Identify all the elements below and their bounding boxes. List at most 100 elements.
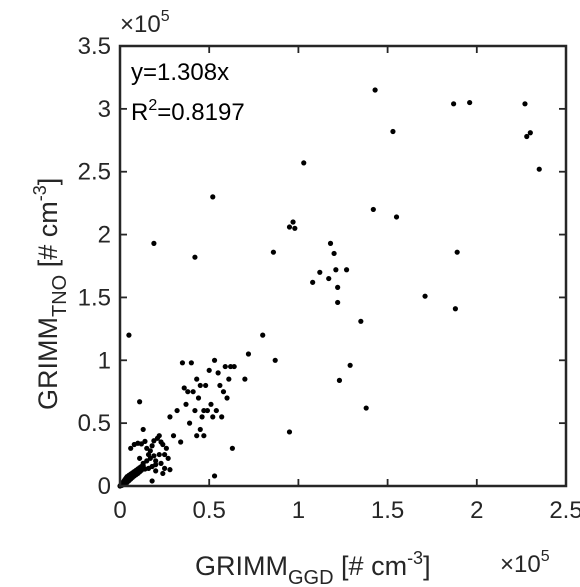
data-point-122 xyxy=(331,250,337,257)
data-point-141 xyxy=(524,133,530,140)
data-point-96 xyxy=(219,414,225,420)
data-point-78 xyxy=(186,420,193,426)
data-point-69 xyxy=(210,194,216,200)
data-point-143 xyxy=(536,166,542,172)
data-point-94 xyxy=(215,370,221,376)
data-point-104 xyxy=(197,382,203,389)
data-point-99 xyxy=(224,395,230,401)
data-point-59 xyxy=(162,465,168,471)
data-point-83 xyxy=(195,395,202,401)
data-point-88 xyxy=(204,407,211,414)
data-point-74 xyxy=(179,360,186,366)
data-point-73 xyxy=(178,439,184,445)
data-point-113 xyxy=(286,429,293,435)
data-point-48 xyxy=(162,451,168,458)
data-point-57 xyxy=(151,453,157,459)
data-point-76 xyxy=(183,401,189,407)
data-point-64 xyxy=(160,470,166,477)
data-point-58 xyxy=(158,460,164,466)
data-point-115 xyxy=(286,224,293,230)
data-point-130 xyxy=(363,405,369,411)
data-point-123 xyxy=(333,267,339,273)
y-axis-label: GRIMMTNO [# cm-3] xyxy=(30,178,71,410)
data-point-38 xyxy=(142,438,148,444)
data-point-79 xyxy=(188,360,194,366)
data-point-132 xyxy=(372,87,378,93)
data-point-86 xyxy=(201,407,207,414)
data-point-109 xyxy=(245,351,252,357)
x-tick-label: 1 xyxy=(292,497,305,524)
data-point-91 xyxy=(210,414,216,420)
x-axis-label: GRIMMGGD [# cm-3] xyxy=(195,548,431,587)
data-point-61 xyxy=(137,399,143,405)
data-point-119 xyxy=(317,269,323,275)
data-point-92 xyxy=(211,357,218,363)
x-tick-label: 2 xyxy=(470,497,483,524)
y-tick-label: 2 xyxy=(98,222,111,249)
x-axis-multiplier: ×105 xyxy=(500,548,550,578)
y-tick-label: 3 xyxy=(98,96,111,123)
y-tick-label: 3.5 xyxy=(78,33,111,60)
y-tick-label: 0.5 xyxy=(78,410,111,437)
data-point-34 xyxy=(128,445,134,451)
plot-frame xyxy=(118,44,568,488)
data-point-70 xyxy=(167,414,173,420)
data-point-98 xyxy=(222,363,228,370)
data-point-136 xyxy=(451,101,457,107)
data-point-106 xyxy=(194,433,200,439)
data-point-102 xyxy=(229,445,235,451)
data-point-33 xyxy=(153,462,159,468)
fit-equation: y=1.308x xyxy=(131,59,229,86)
data-point-138 xyxy=(454,249,460,255)
y-axis-ticks: 0 0.5 1 1.5 2 2.5 3 3.5 xyxy=(78,33,566,500)
x-tick-label: 1.5 xyxy=(371,497,404,524)
data-point-54 xyxy=(153,458,159,464)
x-axis-ticks: 0 0.5 1 1.5 2 2.5 xyxy=(113,46,580,524)
data-point-111 xyxy=(272,357,278,363)
data-point-41 xyxy=(149,443,155,449)
data-point-44 xyxy=(156,433,162,439)
data-point-117 xyxy=(301,160,307,166)
data-point-72 xyxy=(174,407,180,414)
data-point-107 xyxy=(211,473,218,479)
data-point-68 xyxy=(192,254,198,260)
data-point-142 xyxy=(527,130,533,136)
data-point-95 xyxy=(217,382,223,389)
data-point-90 xyxy=(208,401,214,407)
y-tick-label: 1 xyxy=(98,347,111,374)
data-point-81 xyxy=(192,407,198,414)
data-point-100 xyxy=(226,376,232,382)
data-point-85 xyxy=(199,414,205,420)
data-point-66 xyxy=(126,332,132,338)
data-point-47 xyxy=(163,445,169,451)
data-point-62 xyxy=(149,478,155,484)
y-tick-label: 0 xyxy=(98,473,111,500)
points-layer xyxy=(117,87,542,489)
data-point-75 xyxy=(181,385,187,391)
data-point-65 xyxy=(167,467,173,473)
data-point-120 xyxy=(326,275,332,282)
data-point-134 xyxy=(393,214,400,220)
data-point-128 xyxy=(347,362,353,368)
data-point-124 xyxy=(335,284,341,290)
y-axis-multiplier: ×105 xyxy=(120,8,170,38)
data-point-55 xyxy=(156,451,162,458)
data-point-101 xyxy=(228,363,234,370)
data-point-129 xyxy=(358,318,364,324)
x-tick-label: 2.5 xyxy=(549,497,580,524)
data-point-140 xyxy=(522,101,528,107)
data-point-105 xyxy=(201,433,207,439)
data-point-56 xyxy=(145,451,152,458)
data-point-46 xyxy=(160,441,166,448)
data-point-87 xyxy=(203,382,209,389)
data-point-116 xyxy=(292,225,298,231)
data-point-93 xyxy=(213,407,219,414)
data-point-103 xyxy=(231,363,237,370)
data-point-60 xyxy=(140,426,146,433)
data-point-137 xyxy=(452,306,458,312)
data-point-50 xyxy=(137,455,143,461)
data-point-84 xyxy=(197,426,203,433)
data-point-80 xyxy=(190,389,196,395)
data-point-118 xyxy=(310,279,316,285)
data-point-89 xyxy=(206,367,212,373)
